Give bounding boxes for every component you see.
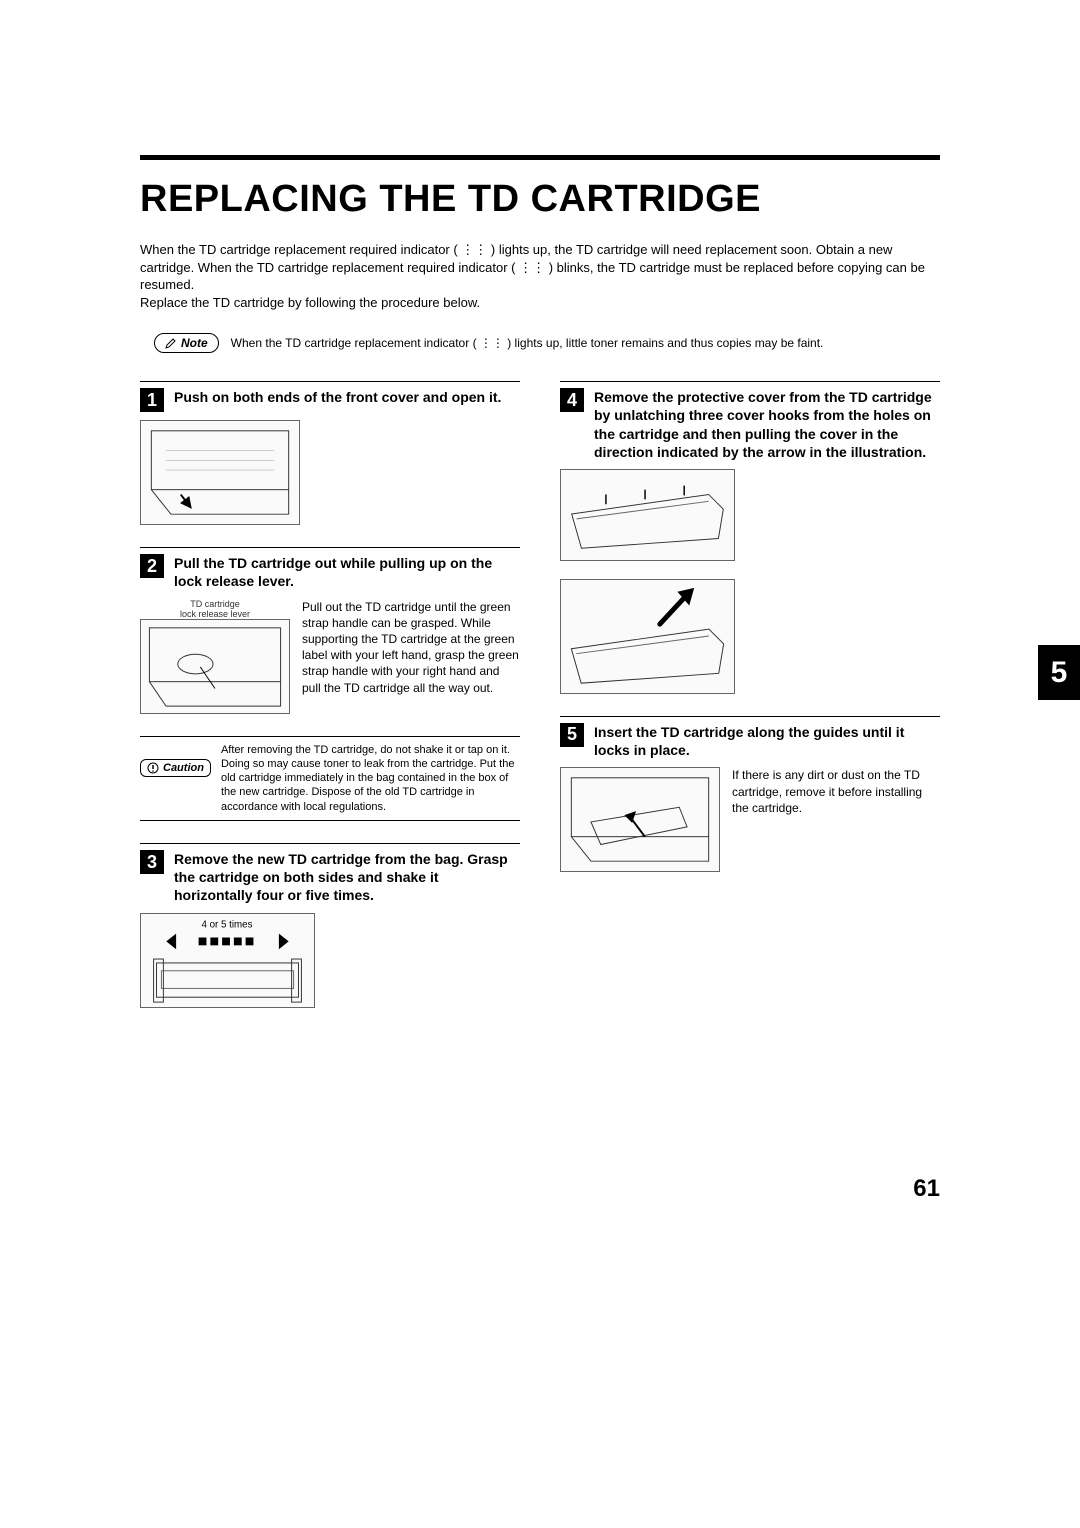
intro-text: When the TD cartridge replacement requir… bbox=[140, 241, 940, 311]
step-title: Push on both ends of the front cover and… bbox=[174, 388, 501, 406]
left-column: 1 Push on both ends of the front cover a… bbox=[140, 381, 520, 1029]
illustration-shake-cartridge: 4 or 5 times bbox=[140, 913, 315, 1008]
caution-callout: Caution After removing the TD cartridge,… bbox=[140, 736, 520, 821]
note-badge-label: Note bbox=[181, 336, 208, 350]
lock-lever-label: lock release lever bbox=[140, 609, 290, 619]
step-number-badge: 5 bbox=[560, 723, 584, 747]
chapter-tab: 5 bbox=[1038, 645, 1080, 700]
step-rule bbox=[140, 843, 520, 844]
note-text: When the TD cartridge replacement indica… bbox=[231, 336, 824, 350]
page-title: REPLACING THE TD CARTRIDGE bbox=[140, 178, 940, 221]
step-title: Remove the new TD cartridge from the bag… bbox=[174, 850, 520, 905]
step-2-body: Pull out the TD cartridge until the gree… bbox=[302, 599, 520, 714]
step-rule bbox=[140, 547, 520, 548]
td-cartridge-label: TD cartridge bbox=[140, 599, 290, 609]
intro-line-1: When the TD cartridge replacement requir… bbox=[140, 241, 940, 294]
step-5: 5 Insert the TD cartridge along the guid… bbox=[560, 716, 940, 872]
step-3: 3 Remove the new TD cartridge from the b… bbox=[140, 843, 520, 1008]
top-rule bbox=[140, 155, 940, 160]
step-head: 3 Remove the new TD cartridge from the b… bbox=[140, 850, 520, 905]
step-4: 4 Remove the protective cover from the T… bbox=[560, 381, 940, 694]
step-number-badge: 3 bbox=[140, 850, 164, 874]
step-number-badge: 4 bbox=[560, 388, 584, 412]
caution-badge: Caution bbox=[140, 759, 211, 777]
page-content: REPLACING THE TD CARTRIDGE When the TD c… bbox=[140, 155, 940, 1030]
note-callout: Note When the TD cartridge replacement i… bbox=[140, 333, 940, 353]
step-title: Pull the TD cartridge out while pulling … bbox=[174, 554, 520, 590]
step-rule bbox=[560, 381, 940, 382]
step-number-badge: 2 bbox=[140, 554, 164, 578]
step-5-body: If there is any dirt or dust on the TD c… bbox=[732, 767, 940, 872]
step-2-row: TD cartridge lock release lever Pull out… bbox=[140, 599, 520, 714]
step-head: 1 Push on both ends of the front cover a… bbox=[140, 388, 520, 412]
warning-icon bbox=[147, 762, 159, 774]
two-column-layout: 1 Push on both ends of the front cover a… bbox=[140, 381, 940, 1029]
step-rule bbox=[560, 716, 940, 717]
note-badge: Note bbox=[154, 333, 219, 353]
illustration-remove-cover-1 bbox=[560, 469, 735, 561]
step-rule bbox=[140, 381, 520, 382]
caution-text: After removing the TD cartridge, do not … bbox=[221, 743, 520, 814]
intro-line-2: Replace the TD cartridge by following th… bbox=[140, 294, 940, 312]
caution-badge-label: Caution bbox=[163, 762, 204, 774]
step-2: 2 Pull the TD cartridge out while pullin… bbox=[140, 547, 520, 713]
step-1: 1 Push on both ends of the front cover a… bbox=[140, 381, 520, 525]
step-2-illus-wrap: TD cartridge lock release lever bbox=[140, 599, 290, 714]
step-head: 4 Remove the protective cover from the T… bbox=[560, 388, 940, 461]
step-5-row: If there is any dirt or dust on the TD c… bbox=[560, 767, 940, 872]
illustration-pull-cartridge bbox=[140, 619, 290, 714]
illustration-open-cover bbox=[140, 420, 300, 525]
step-title: Remove the protective cover from the TD … bbox=[594, 388, 940, 461]
step-head: 5 Insert the TD cartridge along the guid… bbox=[560, 723, 940, 759]
right-column: 4 Remove the protective cover from the T… bbox=[560, 381, 940, 1029]
pencil-icon bbox=[165, 337, 177, 349]
page-number: 61 bbox=[913, 1175, 940, 1203]
shake-times-label: 4 or 5 times bbox=[201, 919, 252, 930]
illustration-insert-cartridge bbox=[560, 767, 720, 872]
step-title: Insert the TD cartridge along the guides… bbox=[594, 723, 940, 759]
step-number-badge: 1 bbox=[140, 388, 164, 412]
illustration-remove-cover-2 bbox=[560, 579, 735, 694]
step-head: 2 Pull the TD cartridge out while pullin… bbox=[140, 554, 520, 590]
